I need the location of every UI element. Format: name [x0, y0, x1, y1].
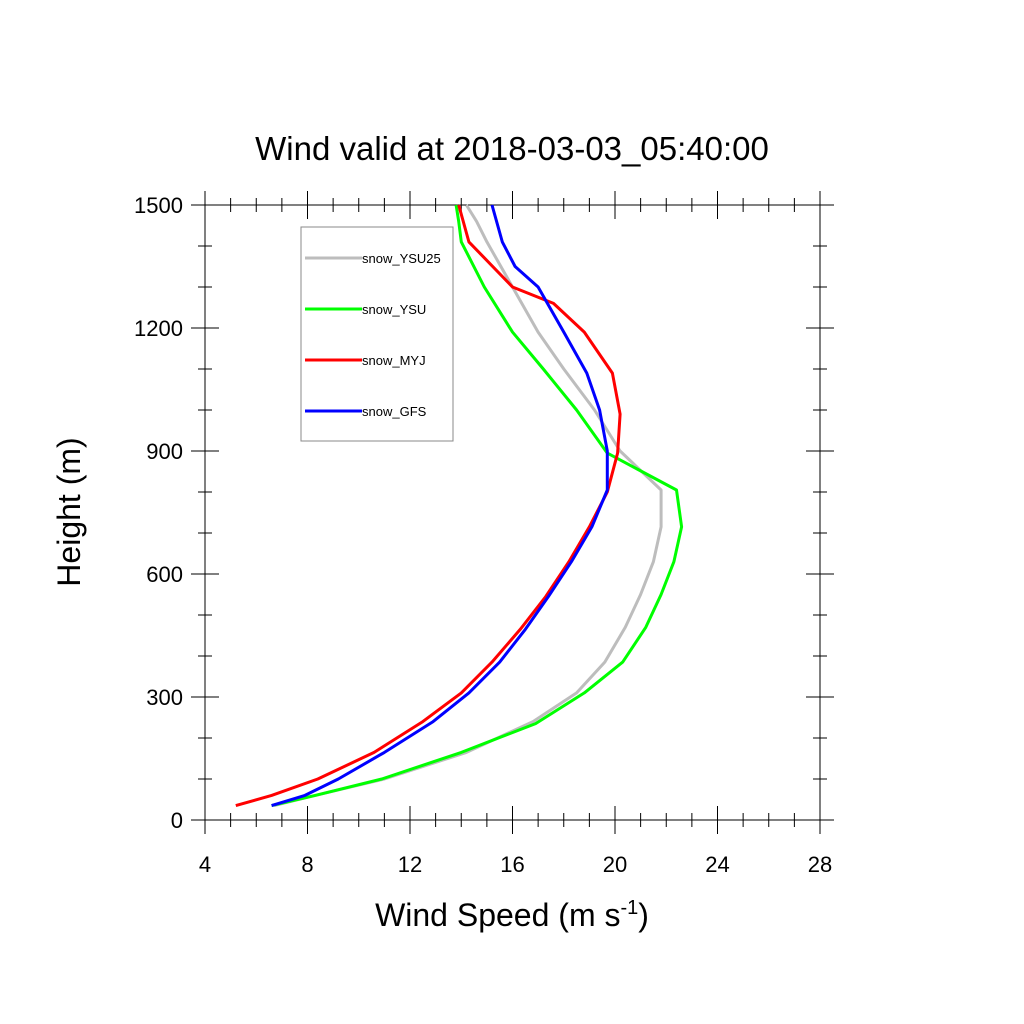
y-axis-label: Height (m) — [51, 437, 87, 586]
legend-label-snow_YSU25: snow_YSU25 — [362, 251, 441, 266]
y-tick-label: 1500 — [134, 193, 183, 218]
y-tick-label: 900 — [146, 439, 183, 464]
x-axis-label: Wind Speed (m s-1) — [375, 897, 649, 933]
y-tick-label: 1200 — [134, 316, 183, 341]
x-axis-label-end: ) — [638, 897, 649, 933]
x-tick-label: 28 — [808, 852, 832, 877]
series-line-snow_MYJ — [235, 204, 622, 808]
axis-ticks: 4 8 12 16 20 24 28 0 300 600 900 1200 1500 — [134, 191, 834, 877]
x-tick-label: 8 — [301, 852, 313, 877]
x-tick-label: 4 — [199, 852, 211, 877]
x-tick-label: 16 — [500, 852, 524, 877]
y-tick-label: 300 — [146, 685, 183, 710]
x-tick-label: 12 — [398, 852, 422, 877]
legend: snow_YSU25 snow_YSU snow_MYJ snow_GFS — [300, 226, 454, 442]
x-tick-label: 24 — [705, 852, 729, 877]
series-line-snow_YSU — [271, 204, 684, 808]
x-tick-label: 20 — [603, 852, 627, 877]
legend-label-snow_MYJ: snow_MYJ — [362, 353, 426, 368]
y-tick-label: 600 — [146, 562, 183, 587]
plot-area: 4 8 12 16 20 24 28 0 300 600 900 1200 1500 snow_YSU2… — [134, 191, 834, 877]
legend-label-snow_YSU: snow_YSU — [362, 302, 426, 317]
legend-label-snow_GFS: snow_GFS — [362, 404, 427, 419]
y-tick-label: 0 — [171, 808, 183, 833]
legend-box — [300, 226, 454, 442]
x-axis-label-main: Wind Speed (m s — [375, 897, 620, 933]
chart-title: Wind valid at 2018-03-03_05:40:00 — [255, 130, 769, 167]
series-line-snow_GFS — [271, 204, 609, 808]
plot-frame — [204, 204, 821, 821]
x-axis-label-superscript: -1 — [620, 897, 638, 919]
series-group — [235, 204, 684, 808]
